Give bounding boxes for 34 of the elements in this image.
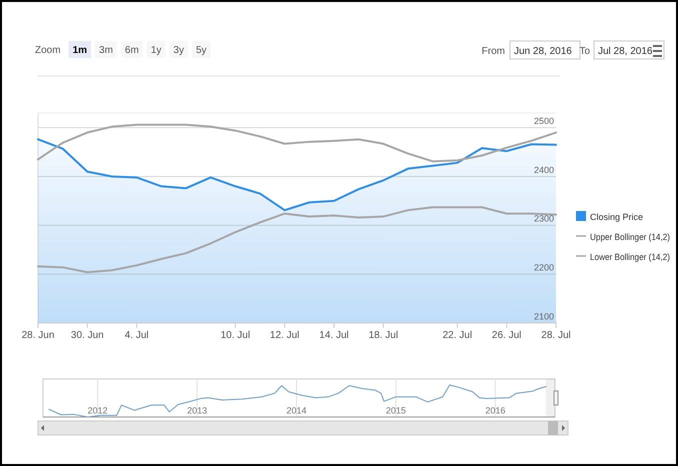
x-tick-label: 26. Jul xyxy=(492,330,522,342)
text: 1y xyxy=(150,45,162,56)
x-tick-label: 28. Jun xyxy=(22,330,54,342)
text: 5y xyxy=(196,45,207,56)
text: From xyxy=(482,46,505,57)
x-tick-label: 2013 xyxy=(187,405,208,416)
legend-label: Lower Bollinger (14,2) xyxy=(590,252,678,262)
x-tick-label: 28. Jul xyxy=(541,330,571,342)
text: To xyxy=(579,46,590,57)
text: 3m xyxy=(99,45,113,56)
x-tick-label: 14. Jul xyxy=(319,330,349,342)
legend-label: Closing Price xyxy=(590,212,644,222)
y-tick-label: 2500 xyxy=(534,116,554,126)
y-tick-label: 2300 xyxy=(534,214,554,224)
x-tick-label: 2014 xyxy=(286,405,307,416)
text: 3y xyxy=(173,45,184,56)
text: Jun 28, 2016 xyxy=(514,46,572,57)
y-tick-label: 2100 xyxy=(534,311,554,322)
x-tick-label: 2012 xyxy=(88,405,108,416)
x-tick-label: 12. Jul xyxy=(270,330,300,342)
x-tick-label: 2016 xyxy=(485,405,506,416)
y-tick-label: 2400 xyxy=(534,164,554,175)
legend-label: Upper Bollinger (14,2) xyxy=(590,232,678,242)
x-tick-label: 2015 xyxy=(386,405,406,416)
x-tick-label: 10. Jul xyxy=(220,330,250,342)
x-tick-label: 22. Jul xyxy=(442,330,472,342)
x-tick-label: 30. Jun xyxy=(70,330,104,342)
text: Jul 28, 2016 xyxy=(598,46,653,57)
x-tick-label: 4. Jul xyxy=(124,330,149,342)
text: 6m xyxy=(124,45,139,56)
text: Zoom xyxy=(35,45,61,56)
x-tick-label: 18. Jul xyxy=(368,330,398,342)
text: 1m xyxy=(72,45,88,56)
y-tick-label: 2200 xyxy=(534,262,554,273)
